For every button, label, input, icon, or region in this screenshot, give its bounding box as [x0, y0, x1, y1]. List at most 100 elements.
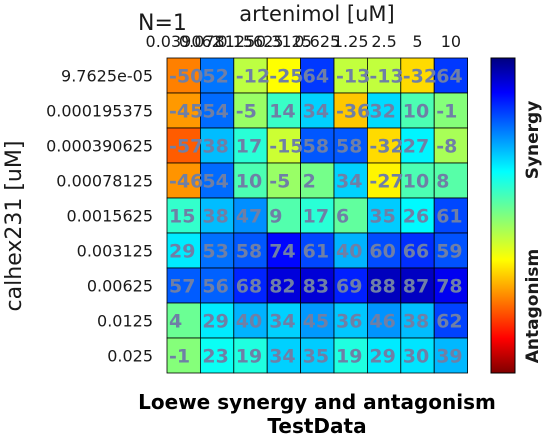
cell-value-label: 68	[236, 276, 262, 298]
chart-subtitle: TestData	[267, 414, 366, 437]
heatmap-cell	[233, 197, 268, 234]
heatmap-cell	[300, 232, 335, 269]
y-tick-label: 0.000390625	[46, 137, 153, 156]
heatmap-cell	[300, 302, 335, 339]
cell-value-label: 10	[403, 101, 429, 123]
cell-value-label: 40	[236, 311, 262, 333]
cell-value-label: -32	[369, 136, 403, 158]
heatmap-cell	[266, 127, 302, 164]
heatmap-cell	[266, 197, 302, 234]
cell-value-label: 61	[436, 206, 462, 228]
heatmap-cell	[233, 232, 268, 269]
heatmap-cell	[233, 92, 268, 129]
cell-value-label: 88	[369, 276, 395, 298]
x-tick-label: 10	[441, 32, 461, 51]
colorbar	[490, 57, 516, 374]
cell-value-label: 54	[202, 171, 228, 193]
cell-value-label: 17	[236, 136, 262, 158]
heatmap-cell	[366, 302, 402, 339]
n-label: N=1	[138, 11, 187, 36]
x-axis-label: artenimol [uM]	[239, 2, 394, 26]
cell-value-label: 8	[436, 171, 449, 193]
y-tick-label: 0.000195375	[46, 102, 153, 121]
cell-value-label: 56	[202, 276, 228, 298]
cell-value-label: 14	[269, 101, 295, 123]
y-tick-label: 0.025	[107, 347, 153, 366]
y-tick-label: 0.003125	[77, 242, 153, 261]
heatmap-cell	[233, 337, 268, 374]
cell-value-label: 19	[236, 346, 262, 368]
heatmap-cell	[433, 197, 469, 234]
cell-value-label: 29	[202, 311, 228, 333]
cell-value-label: 39	[436, 346, 462, 368]
cell-value-label: 87	[403, 276, 429, 298]
cell-value-label: 34	[269, 346, 295, 368]
cell-value-label: 15	[169, 206, 195, 228]
cell-value-label: -13	[336, 66, 370, 88]
heatmap-cell	[300, 92, 335, 129]
cell-value-label: 34	[269, 311, 295, 333]
heatmap-cell	[366, 337, 402, 374]
heatmap-cell	[233, 302, 268, 339]
heatmap-cell	[333, 302, 368, 339]
cell-value-label: -1	[169, 346, 190, 368]
cell-value-label: 2	[303, 171, 316, 193]
heatmap-cell	[433, 337, 469, 374]
cell-value-label: 59	[436, 241, 462, 263]
cell-value-label: -1	[436, 101, 457, 123]
x-tick-label: 0.3125	[256, 32, 312, 51]
cell-value-label: 83	[303, 276, 329, 298]
heatmap-cell	[199, 337, 235, 374]
heatmap-cell	[166, 232, 201, 269]
y-tick-label: 0.00078125	[56, 172, 153, 191]
cell-value-label: 61	[303, 241, 329, 263]
x-tick-label: 0.078125	[179, 32, 255, 51]
cell-value-label: 47	[236, 206, 262, 228]
heatmap-cell	[166, 162, 201, 199]
cell-value-label: -5	[236, 101, 257, 123]
cell-value-label: 36	[336, 311, 362, 333]
heatmap-cell	[400, 232, 435, 269]
chart-title: Loewe synergy and antagonism	[138, 390, 496, 414]
heatmap-cell	[366, 267, 402, 304]
heatmap-cell	[300, 267, 335, 304]
cell-value-label: -13	[369, 66, 403, 88]
cell-value-label: 4	[169, 311, 182, 333]
heatmap-cell	[166, 127, 201, 164]
cell-value-label: 45	[303, 311, 329, 333]
y-axis-label: calhex231 [uM]	[2, 141, 27, 312]
heatmap-cell-labels: -50 52 -12 -25 64 -13 -13 -32 64-45 54 -5 14 34 -36 32…	[169, 66, 463, 368]
heatmap-cell	[266, 337, 302, 374]
cell-value-label: 38	[202, 136, 228, 158]
cell-value-label: 29	[169, 241, 195, 263]
cell-value-label: 66	[403, 241, 429, 263]
cell-value-label: -25	[269, 66, 303, 88]
cell-value-label: 58	[236, 241, 262, 263]
cell-value-label: 69	[336, 276, 362, 298]
cell-value-label: 64	[303, 66, 329, 88]
heatmap-cell	[199, 232, 235, 269]
x-tick-label: 0.625	[294, 32, 340, 51]
cell-value-label: 60	[369, 241, 395, 263]
heatmap-cell	[433, 92, 469, 129]
heatmap-cell	[333, 197, 368, 234]
cell-value-label: 57	[169, 276, 195, 298]
heatmap-cell	[199, 162, 235, 199]
heatmap-cell	[433, 232, 469, 269]
cell-value-label: 19	[336, 346, 362, 368]
heatmap-cell	[433, 127, 469, 164]
heatmap-cell	[199, 267, 235, 304]
heatmap-cell	[199, 127, 235, 164]
x-tick-label: 2.5	[371, 32, 396, 51]
x-tick-label: 0.039062	[146, 32, 222, 51]
cell-value-label: -12	[236, 66, 270, 88]
y-tick-label: 9.7625e-05	[61, 67, 153, 86]
cell-value-label: 32	[369, 101, 395, 123]
cell-value-label: -36	[336, 101, 370, 123]
x-tick-label: 1.25	[333, 32, 369, 51]
heatmap-cell	[166, 302, 201, 339]
cell-value-label: -8	[436, 136, 457, 158]
cell-value-label: 10	[236, 171, 262, 193]
heatmap-cell	[166, 267, 201, 304]
